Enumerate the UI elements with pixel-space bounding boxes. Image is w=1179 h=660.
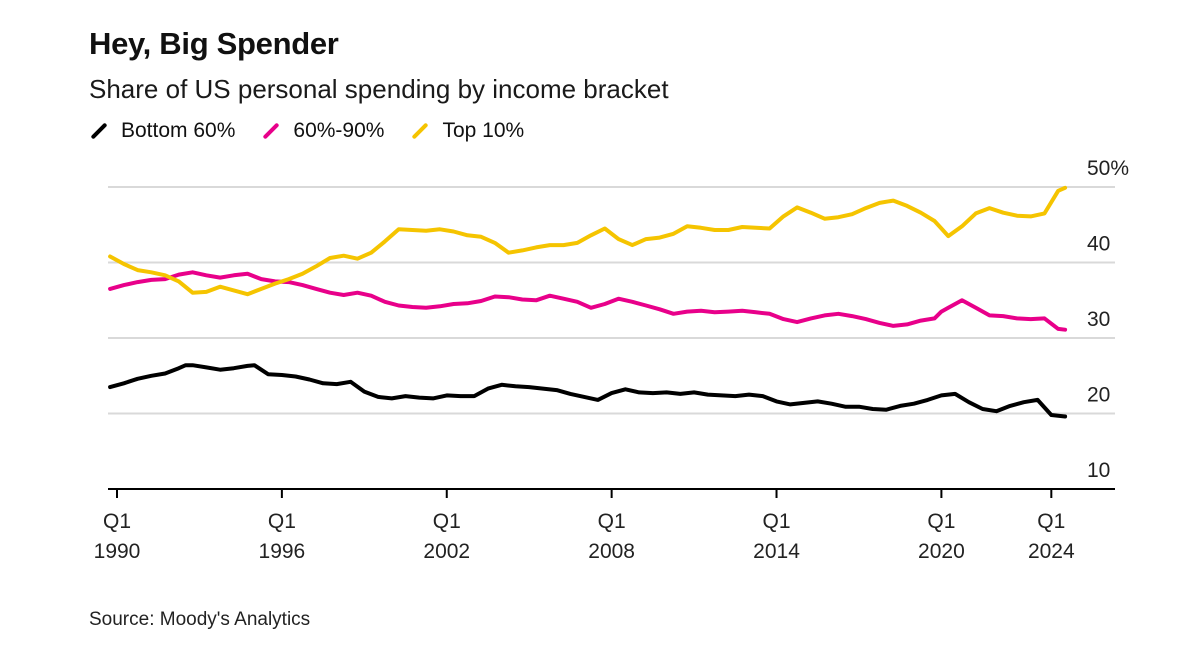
y-tick-label-40: 40 [1087,233,1110,256]
x-tick-label-quarter-2024: Q1 [1037,510,1065,533]
source-note: Source: Moody's Analytics [89,609,311,630]
x-tick-label-year-1990: 1990 [94,540,141,563]
legend-label-top-10: Top 10% [442,119,525,142]
legend-item-60-90[interactable]: 60%-90% [261,119,384,143]
legend-label-60-90: 60%-90% [293,119,385,142]
x-tick-label-year-2008: 2008 [588,540,635,563]
x-tick-label-quarter-1990: Q1 [103,510,131,533]
x-tick-label-quarter-2002: Q1 [433,510,461,533]
series-line-top-10 [108,185,1068,297]
x-tick-label-year-2020: 2020 [918,540,965,563]
chart-title: Hey, Big Spender [89,26,339,61]
legend: Bottom 60% 60%-90% Top 10% [89,119,550,143]
x-tick-label-quarter-2014: Q1 [763,510,791,533]
y-axis-labels: 50% 40 30 20 10 [1087,157,1129,482]
legend-item-top-10[interactable]: Top 10% [410,119,524,143]
series-lines [108,185,1068,419]
x-tick-label-quarter-2008: Q1 [598,510,626,533]
series-line-bottom-60 [108,363,1068,419]
chart-subtitle: Share of US personal spending by income … [89,74,669,104]
y-tick-label-20: 20 [1087,384,1110,407]
y-tick-label-50: 50% [1087,157,1129,180]
x-tick-label-year-1996: 1996 [259,540,306,563]
legend-item-bottom-60[interactable]: Bottom 60% [89,119,235,143]
x-tick-label-year-2024: 2024 [1028,540,1075,563]
grid-lines [108,186,1115,415]
y-tick-label-30: 30 [1087,308,1110,331]
series-line-60-90 [108,270,1068,332]
x-tick-label-year-2002: 2002 [423,540,470,563]
x-axis: Q1 1990 Q1 1996 Q1 2002 Q1 2008 Q1 2014 Q1 2020 Q1 20… [94,488,1115,563]
x-tick-label-quarter-2020: Q1 [927,510,955,533]
y-tick-label-10: 10 [1087,459,1110,482]
legend-label-bottom-60: Bottom 60% [121,119,236,142]
x-tick-label-year-2014: 2014 [753,540,800,563]
x-tick-label-quarter-1996: Q1 [268,510,296,533]
